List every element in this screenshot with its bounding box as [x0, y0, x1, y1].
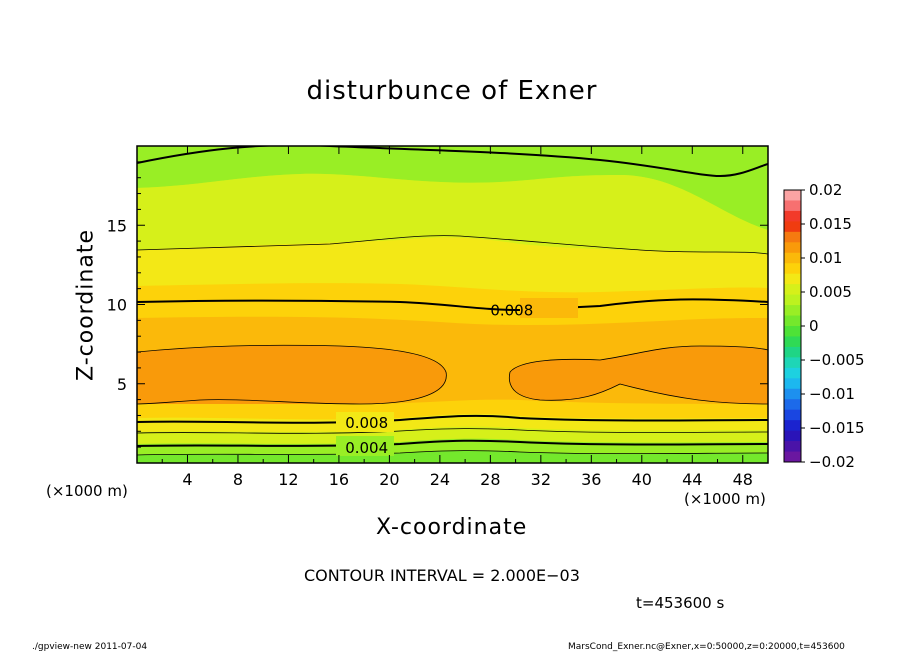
time-stamp: t=453600 s [636, 594, 725, 612]
chart-title: disturbunce of Exner [306, 76, 598, 106]
colorbar-swatch [784, 357, 801, 369]
footer-program-date: ./gpview-new 2011-07-04 [32, 642, 148, 652]
contour-line-orange-right [508, 345, 768, 405]
colorbar-label: −0.01 [809, 385, 855, 403]
x-tick-label: 8 [233, 470, 243, 489]
y-tick-label: 15 [107, 216, 127, 235]
x-tick-label: 32 [531, 470, 551, 489]
colorbar-swatch [784, 378, 801, 390]
colorbar-label: 0.015 [809, 215, 852, 233]
colorbar-swatch [784, 409, 801, 421]
colorbar-swatch [784, 336, 801, 348]
colorbar-swatch [784, 221, 801, 233]
contour-label: 0.008 [490, 301, 533, 319]
colorbar-label: −0.005 [809, 351, 865, 369]
contour-label-bg-2 [336, 412, 394, 432]
x-tick-label: 28 [480, 470, 500, 489]
contour-label: 0.004 [345, 439, 388, 457]
contour-line-0008-upper [137, 298, 768, 312]
contour-line-0008-lower [137, 414, 768, 424]
field-band-upper-green [137, 146, 768, 230]
x-tick-label: 36 [581, 470, 601, 489]
colorbar-swatch [784, 399, 801, 411]
contour-interval-note: CONTOUR INTERVAL = 2.000E−03 [304, 566, 580, 585]
colorbar-swatch [784, 326, 801, 337]
colorbar-swatch [784, 451, 801, 463]
colorbar-swatch [784, 210, 801, 222]
contour-labels: 0.008 0.008 0.004 [345, 301, 533, 457]
colorbar-swatch [784, 367, 801, 379]
x-unit-label-right: (×1000 m) [684, 490, 766, 508]
colorbar-swatch [784, 388, 801, 400]
contour-line-upper-thin [137, 235, 768, 255]
colorbar-swatch [784, 430, 801, 442]
colorbar-swatch [784, 294, 801, 306]
colorbar-swatch [784, 231, 801, 243]
contour-fill-layer [137, 146, 768, 463]
field-region-orange-right [509, 346, 768, 404]
x-tick-label: 24 [430, 470, 450, 489]
y-tick-label: 5 [117, 375, 127, 394]
y-axis-ticks: 5 10 15 [107, 161, 768, 448]
colorbar-swatch [784, 346, 801, 358]
contour-label-bg-3 [336, 436, 394, 456]
y-tick-label: 10 [107, 296, 127, 315]
colorbar-label: −0.015 [809, 419, 865, 437]
x-tick-label: 16 [329, 470, 349, 489]
contour-label-bg-1 [520, 298, 578, 318]
colorbar: 0.02 0.015 0.01 0.005 0 −0.005 −0.01 −0.015 −0.0… [783, 181, 865, 471]
footer-data-source: MarsCond_Exner.nc@Exner,x=0:50000,z=0:20… [568, 642, 845, 652]
colorbar-swatch [784, 200, 801, 212]
colorbar-swatch [784, 263, 801, 275]
colorbar-label: 0.01 [809, 249, 842, 267]
x-unit-label-left: (×1000 m) [46, 482, 128, 500]
x-axis-label: X-coordinate [376, 515, 528, 540]
colorbar-swatch [784, 190, 801, 201]
colorbar-label: −0.02 [809, 453, 855, 471]
contour-line-orange-left [137, 344, 447, 405]
colorbar-label: 0 [809, 317, 819, 335]
colorbar-swatch [784, 273, 801, 285]
field-region-orange-left [137, 345, 447, 404]
colorbar-swatch [784, 315, 801, 327]
x-tick-label: 40 [632, 470, 652, 489]
colorbar-label: 0.02 [809, 181, 842, 199]
colorbar-swatch [784, 305, 801, 317]
contour-line-0004 [137, 439, 768, 447]
contour-label: 0.008 [345, 414, 388, 432]
contour-line-lower-1 [137, 428, 768, 434]
x-tick-label: 20 [379, 470, 399, 489]
colorbar-swatch [784, 284, 801, 296]
contour-line-lower-2 [137, 450, 768, 456]
x-axis-ticks: 4 8 12 16 20 24 28 32 36 40 44 48 [161, 146, 753, 489]
colorbar-swatch [784, 441, 801, 453]
x-tick-label: 48 [733, 470, 753, 489]
x-tick-label: 44 [682, 470, 702, 489]
colorbar-label: 0.005 [809, 283, 852, 301]
colorbar-swatch [784, 252, 801, 264]
x-tick-label: 12 [278, 470, 298, 489]
colorbar-swatch [784, 242, 801, 254]
x-tick-label: 4 [182, 470, 192, 489]
colorbar-swatch [784, 420, 801, 432]
